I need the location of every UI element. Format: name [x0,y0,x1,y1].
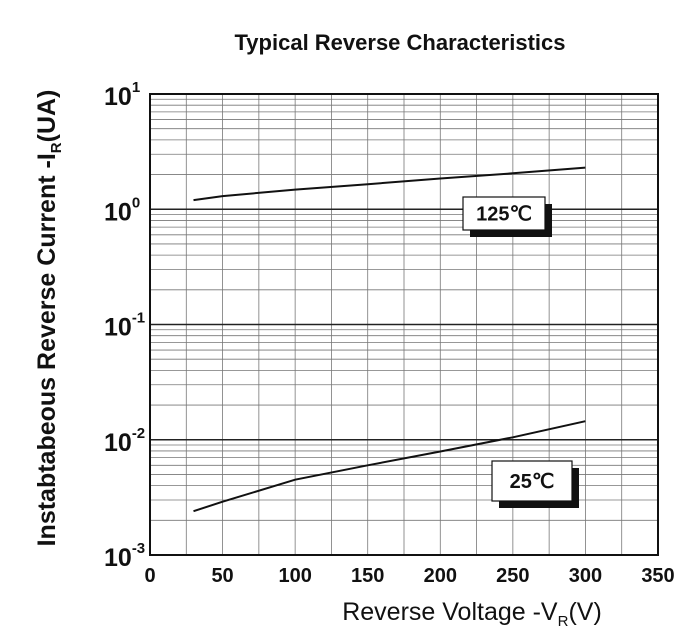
series-line [193,166,586,202]
series-lines [193,166,586,513]
series-labels: 125℃ 25℃ [462,196,579,508]
x-tick-label: 350 [641,565,674,587]
series-line [193,420,586,513]
y-tick-label: 101 [104,79,140,111]
x-tick-label: 300 [569,565,602,587]
x-tick-label: 100 [278,565,311,587]
y-axis-title: Instabtabeous Reverse Current -IR(UA) [33,90,65,547]
plot-frame [149,93,659,556]
chart-title: Typical Reverse Characteristics [235,30,566,55]
y-tick-base: 10 [104,314,132,342]
x-tick-label: 250 [496,565,529,587]
x-axis-title: Reverse Voltage -VR(V) [342,598,602,630]
y-tick-label: 10-2 [104,425,145,457]
x-axis-title-unit: (V) [568,598,601,626]
y-tick-base: 10 [104,83,132,111]
series-label: 25℃ [510,471,555,493]
series-label-box [491,460,573,502]
x-tick-label: 0 [144,565,155,587]
y-axis-title-sub: R [48,142,65,153]
x-axis-title-sub: R [558,613,569,630]
series-label: 125℃ [476,204,532,226]
x-axis-title-main: Reverse Voltage -V [342,598,558,626]
y-tick-base: 10 [104,544,132,572]
y-tick-base: 10 [104,198,132,226]
y-tick-label: 10-1 [104,310,145,342]
series-label-box [462,196,546,231]
y-tick-label: 10-3 [104,540,145,572]
y-tick-exponent: 1 [132,79,140,96]
x-tick-label: 200 [424,565,457,587]
y-tick-exponent: -2 [132,425,145,442]
y-tick-label: 100 [104,194,140,226]
x-tick-label: 50 [211,565,233,587]
y-tick-exponent: 0 [132,194,140,211]
plot-grid [150,94,658,555]
x-tick-label: 150 [351,565,384,587]
x-tick-labels: 0 50 100 150 200 250 300 350 [144,565,674,587]
y-tick-base: 10 [104,429,132,457]
y-axis-title-unit: (UA) [33,90,61,143]
y-axis-title-main: Instabtabeous Reverse Current -I [33,153,61,546]
y-tick-exponent: -1 [132,310,145,327]
y-tick-exponent: -3 [132,540,145,557]
